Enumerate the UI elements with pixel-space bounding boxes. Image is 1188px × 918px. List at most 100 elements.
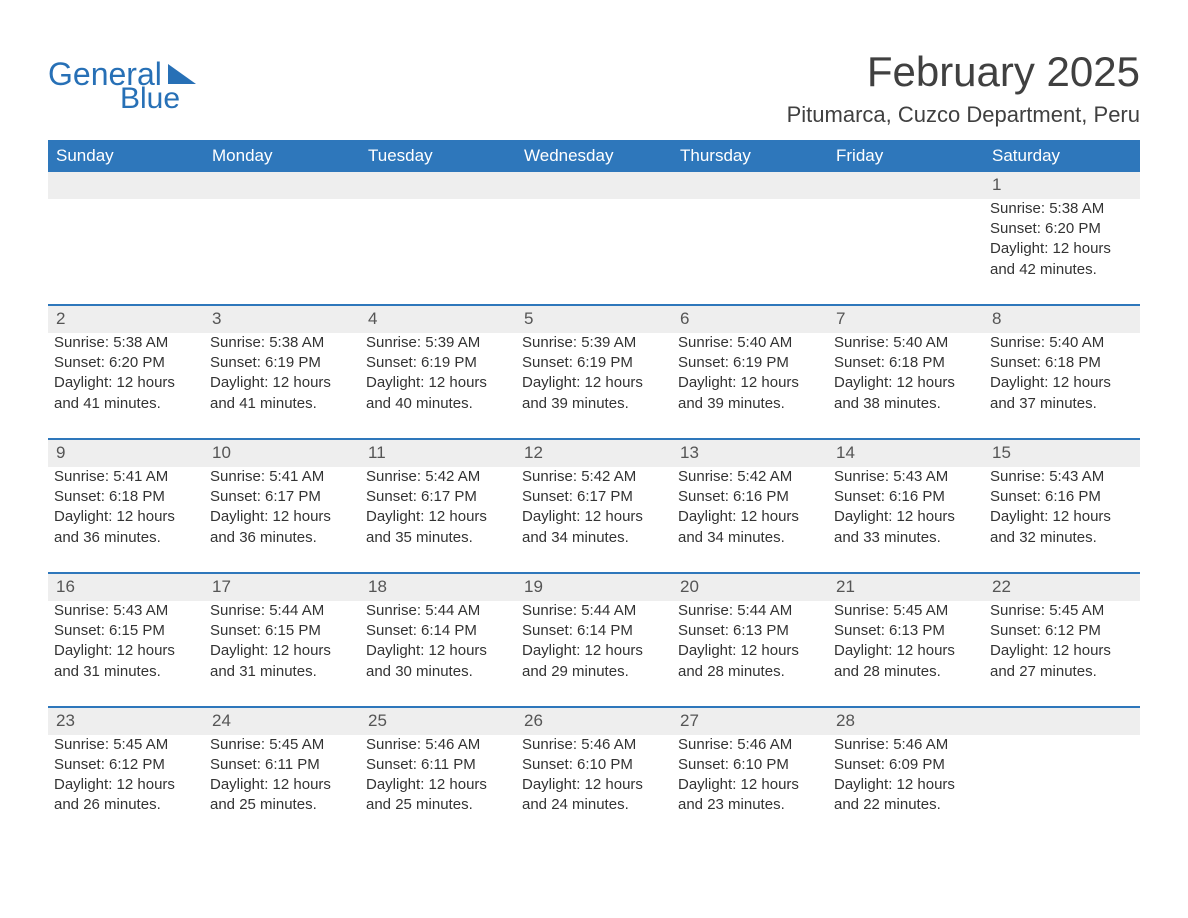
- day-number-cell: 23: [48, 707, 204, 735]
- day-number: 10: [212, 443, 231, 462]
- daylight-text: Daylight: 12 hours and 30 minutes.: [366, 641, 510, 682]
- weekday-header: Friday: [828, 140, 984, 172]
- daylight-text: Daylight: 12 hours and 41 minutes.: [54, 373, 198, 414]
- sunrise-text: Sunrise: 5:38 AM: [990, 199, 1134, 219]
- sunset-text: Sunset: 6:16 PM: [990, 487, 1134, 507]
- sunrise-text: Sunrise: 5:40 AM: [990, 333, 1134, 353]
- daylight-text: Daylight: 12 hours and 40 minutes.: [366, 373, 510, 414]
- sunrise-text: Sunrise: 5:45 AM: [54, 735, 198, 755]
- day-number: 17: [212, 577, 231, 596]
- sunset-text: Sunset: 6:13 PM: [678, 621, 822, 641]
- sunset-text: Sunset: 6:16 PM: [678, 487, 822, 507]
- weekday-header: Thursday: [672, 140, 828, 172]
- sunrise-text: Sunrise: 5:46 AM: [678, 735, 822, 755]
- weekday-header: Sunday: [48, 140, 204, 172]
- daylight-text: Daylight: 12 hours and 36 minutes.: [54, 507, 198, 548]
- day-detail-row: Sunrise: 5:43 AMSunset: 6:15 PMDaylight:…: [48, 601, 1140, 707]
- day-number-cell: 4: [360, 305, 516, 333]
- day-number: 12: [524, 443, 543, 462]
- daylight-text: Daylight: 12 hours and 34 minutes.: [522, 507, 666, 548]
- day-number-cell: 24: [204, 707, 360, 735]
- day-detail-cell: Sunrise: 5:45 AMSunset: 6:13 PMDaylight:…: [828, 601, 984, 707]
- day-number-cell: 7: [828, 305, 984, 333]
- day-number-cell: 20: [672, 573, 828, 601]
- day-detail-cell: Sunrise: 5:42 AMSunset: 6:17 PMDaylight:…: [360, 467, 516, 573]
- day-number-cell: [360, 172, 516, 199]
- sunrise-text: Sunrise: 5:43 AM: [834, 467, 978, 487]
- sunset-text: Sunset: 6:19 PM: [210, 353, 354, 373]
- daylight-text: Daylight: 12 hours and 29 minutes.: [522, 641, 666, 682]
- day-number-row: 1: [48, 172, 1140, 199]
- day-number-cell: 27: [672, 707, 828, 735]
- day-number-cell: 6: [672, 305, 828, 333]
- day-detail-cell: Sunrise: 5:44 AMSunset: 6:13 PMDaylight:…: [672, 601, 828, 707]
- daylight-text: Daylight: 12 hours and 36 minutes.: [210, 507, 354, 548]
- daylight-text: Daylight: 12 hours and 32 minutes.: [990, 507, 1134, 548]
- day-number-cell: 19: [516, 573, 672, 601]
- daylight-text: Daylight: 12 hours and 38 minutes.: [834, 373, 978, 414]
- day-number: 21: [836, 577, 855, 596]
- day-number-cell: 12: [516, 439, 672, 467]
- daylight-text: Daylight: 12 hours and 26 minutes.: [54, 775, 198, 816]
- sunrise-text: Sunrise: 5:42 AM: [366, 467, 510, 487]
- daylight-text: Daylight: 12 hours and 28 minutes.: [834, 641, 978, 682]
- day-number-cell: [984, 707, 1140, 735]
- day-number: 27: [680, 711, 699, 730]
- sunrise-text: Sunrise: 5:43 AM: [990, 467, 1134, 487]
- sunrise-text: Sunrise: 5:44 AM: [366, 601, 510, 621]
- sunrise-text: Sunrise: 5:39 AM: [366, 333, 510, 353]
- day-number: 24: [212, 711, 231, 730]
- day-number-cell: 22: [984, 573, 1140, 601]
- daylight-text: Daylight: 12 hours and 27 minutes.: [990, 641, 1134, 682]
- day-number-cell: 8: [984, 305, 1140, 333]
- day-detail-cell: Sunrise: 5:43 AMSunset: 6:16 PMDaylight:…: [828, 467, 984, 573]
- day-number: 19: [524, 577, 543, 596]
- day-detail-cell: Sunrise: 5:43 AMSunset: 6:16 PMDaylight:…: [984, 467, 1140, 573]
- day-number: 5: [524, 309, 533, 328]
- day-detail-cell: Sunrise: 5:46 AMSunset: 6:10 PMDaylight:…: [672, 735, 828, 840]
- day-number: 7: [836, 309, 845, 328]
- weekday-header: Wednesday: [516, 140, 672, 172]
- weekday-header: Tuesday: [360, 140, 516, 172]
- day-number: 4: [368, 309, 377, 328]
- day-detail-cell: Sunrise: 5:40 AMSunset: 6:19 PMDaylight:…: [672, 333, 828, 439]
- sunrise-text: Sunrise: 5:43 AM: [54, 601, 198, 621]
- day-number: 16: [56, 577, 75, 596]
- sunrise-text: Sunrise: 5:38 AM: [210, 333, 354, 353]
- day-number-cell: 5: [516, 305, 672, 333]
- brand-logo: General Blue: [48, 58, 196, 114]
- header: General Blue February 2025 Pitumarca, Cu…: [48, 40, 1140, 140]
- daylight-text: Daylight: 12 hours and 33 minutes.: [834, 507, 978, 548]
- weekday-header: Saturday: [984, 140, 1140, 172]
- page-title: February 2025: [787, 48, 1140, 96]
- sunrise-text: Sunrise: 5:44 AM: [210, 601, 354, 621]
- day-number: 8: [992, 309, 1001, 328]
- daylight-text: Daylight: 12 hours and 37 minutes.: [990, 373, 1134, 414]
- sunrise-text: Sunrise: 5:46 AM: [366, 735, 510, 755]
- day-number-cell: 14: [828, 439, 984, 467]
- day-number: 14: [836, 443, 855, 462]
- day-number: 15: [992, 443, 1011, 462]
- day-detail-cell: Sunrise: 5:38 AMSunset: 6:19 PMDaylight:…: [204, 333, 360, 439]
- day-detail-cell: Sunrise: 5:38 AMSunset: 6:20 PMDaylight:…: [984, 199, 1140, 305]
- day-detail-cell: [828, 199, 984, 305]
- daylight-text: Daylight: 12 hours and 41 minutes.: [210, 373, 354, 414]
- day-number-cell: 9: [48, 439, 204, 467]
- day-number: 1: [992, 175, 1001, 194]
- day-number-cell: 25: [360, 707, 516, 735]
- day-number-cell: [516, 172, 672, 199]
- daylight-text: Daylight: 12 hours and 24 minutes.: [522, 775, 666, 816]
- sunrise-text: Sunrise: 5:41 AM: [210, 467, 354, 487]
- day-detail-cell: Sunrise: 5:41 AMSunset: 6:18 PMDaylight:…: [48, 467, 204, 573]
- day-detail-cell: Sunrise: 5:46 AMSunset: 6:11 PMDaylight:…: [360, 735, 516, 840]
- sunrise-text: Sunrise: 5:42 AM: [522, 467, 666, 487]
- sunset-text: Sunset: 6:14 PM: [522, 621, 666, 641]
- daylight-text: Daylight: 12 hours and 39 minutes.: [678, 373, 822, 414]
- day-number: 18: [368, 577, 387, 596]
- day-detail-cell: Sunrise: 5:42 AMSunset: 6:17 PMDaylight:…: [516, 467, 672, 573]
- day-number-cell: [204, 172, 360, 199]
- day-number: 26: [524, 711, 543, 730]
- day-number-cell: 18: [360, 573, 516, 601]
- brand-line2: Blue: [120, 84, 196, 114]
- day-detail-cell: Sunrise: 5:45 AMSunset: 6:12 PMDaylight:…: [984, 601, 1140, 707]
